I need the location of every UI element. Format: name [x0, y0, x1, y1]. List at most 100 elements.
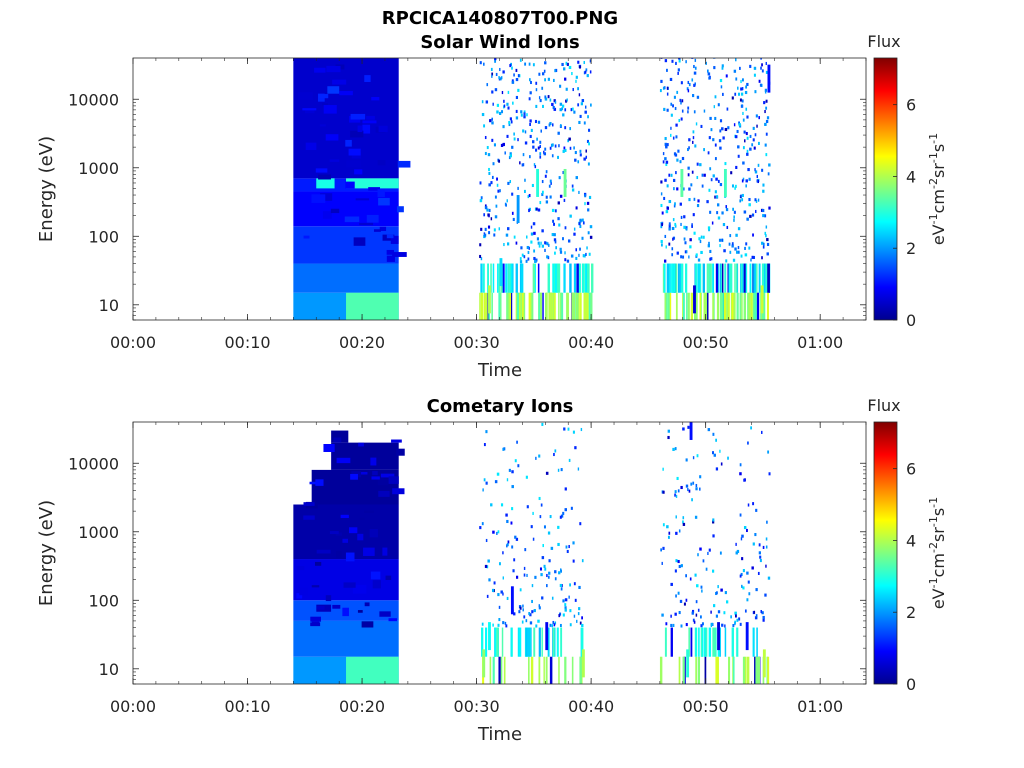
heatmap-cell: [715, 438, 718, 442]
x-axis-label: Time: [477, 724, 522, 745]
heatmap-cell: [748, 197, 751, 202]
heatmap-cell: [672, 218, 675, 222]
heatmap-cell: [665, 210, 669, 214]
heatmap-cell: [546, 584, 548, 588]
heatmap-cell: [765, 61, 767, 66]
heatmap-cell: [494, 59, 497, 63]
heatmap-cell: [668, 227, 671, 231]
heatmap-cell: [675, 123, 678, 127]
heatmap-cell: [692, 618, 695, 622]
x-tick-label: 00:30: [454, 333, 500, 352]
heatmap-cell: [753, 66, 757, 70]
heatmap-cell: [762, 245, 765, 249]
heatmap-cell: [739, 66, 741, 70]
heatmap-cell: [695, 263, 698, 293]
heatmap-cell: [499, 189, 501, 193]
heatmap-cell: [661, 211, 664, 215]
heatmap-cell: [543, 564, 546, 568]
heatmap-cell: [685, 484, 689, 488]
heatmap-cell: [702, 235, 705, 239]
heatmap-cell: [533, 263, 536, 293]
heatmap-cell: [717, 656, 719, 684]
heatmap-cell: [529, 91, 532, 95]
heatmap-cell: [693, 620, 696, 624]
heatmap-cell: [719, 146, 722, 150]
heatmap-cell: [535, 456, 537, 460]
heatmap-point: [581, 649, 585, 678]
heatmap-cell: [694, 66, 697, 70]
heatmap-cell: [687, 147, 689, 152]
heatmap-cell: [710, 128, 713, 132]
heatmap-cell: [686, 87, 689, 91]
heatmap-cell: [372, 471, 378, 476]
heatmap-cell: [762, 189, 765, 193]
heatmap-cell: [764, 122, 767, 126]
heatmap-cell: [721, 623, 724, 627]
heatmap-cell: [767, 263, 770, 293]
heatmap-cell: [584, 105, 587, 109]
heatmap-cell: [511, 80, 515, 84]
heatmap-cell: [679, 202, 682, 206]
heatmap-cell: [745, 85, 748, 89]
heatmap-cell: [746, 217, 749, 221]
heatmap-cell: [529, 613, 532, 617]
heatmap-cell: [733, 292, 736, 320]
heatmap-cell: [575, 75, 578, 79]
heatmap-cell: [728, 263, 731, 293]
heatmap-cell: [479, 199, 483, 203]
heatmap-cell: [739, 98, 742, 102]
heatmap-cell: [500, 292, 502, 320]
heatmap-cell: [345, 181, 355, 189]
heatmap-cell: [537, 146, 540, 150]
heatmap-point: [723, 168, 727, 197]
heatmap-cell: [361, 621, 374, 628]
heatmap-cell: [576, 292, 579, 320]
heatmap-cell: [378, 197, 390, 206]
heatmap-point: [689, 422, 693, 440]
heatmap-cell: [762, 545, 765, 549]
heatmap-cell: [520, 246, 523, 250]
heatmap-cell: [695, 600, 698, 604]
heatmap-cell: [515, 292, 518, 320]
heatmap-cell: [558, 223, 561, 227]
heatmap-cell: [303, 235, 310, 239]
heatmap-cell: [528, 208, 530, 213]
heatmap-cell: [564, 77, 567, 81]
heatmap-cell: [538, 627, 541, 657]
heatmap-cell: [584, 194, 587, 198]
heatmap-cell: [587, 162, 590, 166]
heatmap-cell: [699, 163, 702, 167]
heatmap-cell: [716, 195, 718, 199]
heatmap-cell: [552, 219, 555, 223]
heatmap-cell: [559, 583, 563, 588]
heatmap-cell: [362, 120, 377, 124]
heatmap-cell: [506, 102, 509, 106]
heatmap-cell: [386, 234, 394, 239]
heatmap-cell: [504, 151, 506, 155]
heatmap-cell: [761, 263, 765, 293]
heatmap-cell: [515, 68, 518, 72]
heatmap-cell: [553, 238, 557, 242]
heatmap-cell: [369, 529, 378, 538]
heatmap-cell: [662, 152, 665, 156]
heatmap-cell: [708, 241, 710, 245]
heatmap-cell: [675, 594, 677, 598]
heatmap-cell: [719, 263, 722, 293]
heatmap-cell: [579, 621, 582, 625]
heatmap-cell: [674, 222, 677, 226]
heatmap-cell: [499, 111, 502, 115]
heatmap-cell: [500, 590, 503, 594]
heatmap-cell: [659, 656, 663, 684]
heatmap-cell: [693, 231, 696, 235]
heatmap-cell: [760, 66, 762, 70]
heatmap-cell: [583, 254, 586, 258]
heatmap-cell: [708, 76, 711, 80]
heatmap-cell: [545, 292, 548, 320]
heatmap-cell: [485, 100, 489, 104]
heatmap-cell: [579, 292, 582, 320]
heatmap-cell: [327, 86, 340, 94]
heatmap-cell: [342, 607, 349, 617]
heatmap-cell: [664, 234, 667, 238]
heatmap-cell: [679, 160, 682, 164]
heatmap-cell: [700, 124, 703, 128]
